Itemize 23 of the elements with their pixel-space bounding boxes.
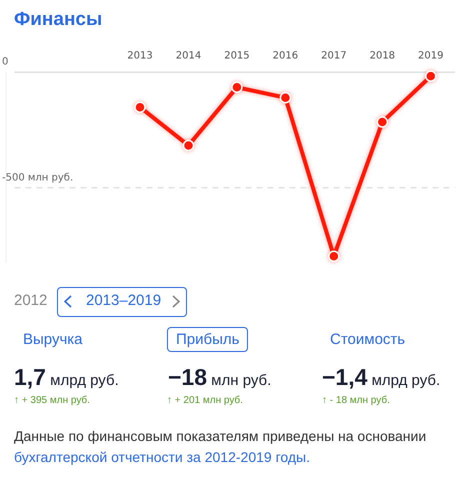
text: ↑ + 201 млн руб. bbox=[167, 395, 243, 406]
text: 2013–2019 bbox=[86, 292, 162, 309]
text: −18 млн руб. bbox=[168, 364, 272, 391]
text: ↑ - 18 млн руб. bbox=[322, 395, 390, 406]
text: 1,7 млрд руб. bbox=[14, 364, 119, 391]
text: бухгалтерской отчетности за 2012-2019 годы. bbox=[14, 449, 310, 465]
text: ↑ + 395 млн руб. bbox=[14, 395, 90, 406]
y-tick-label: -500 млн руб. bbox=[2, 172, 74, 184]
y-tick-label: 0 bbox=[2, 56, 8, 68]
text: −1,4 млрд руб. bbox=[322, 364, 440, 391]
x-tick-label: 2019 bbox=[418, 50, 444, 62]
x-tick-label: 2016 bbox=[272, 50, 298, 62]
x-tick-label: 2013 bbox=[127, 50, 153, 62]
text: Выручка bbox=[23, 331, 83, 348]
text: 2012 bbox=[14, 292, 48, 309]
x-tick-label: 2014 bbox=[176, 50, 202, 62]
x-tick-label: 2018 bbox=[370, 50, 396, 62]
x-tick-label: 2017 bbox=[321, 50, 347, 62]
chart-title: Финансы bbox=[14, 9, 102, 31]
text: Прибыль bbox=[167, 327, 248, 352]
text: Данные по финансовым показателям приведены на основании bbox=[14, 428, 426, 444]
x-tick-label: 2015 bbox=[224, 50, 250, 62]
text: Стоимость bbox=[330, 331, 406, 348]
